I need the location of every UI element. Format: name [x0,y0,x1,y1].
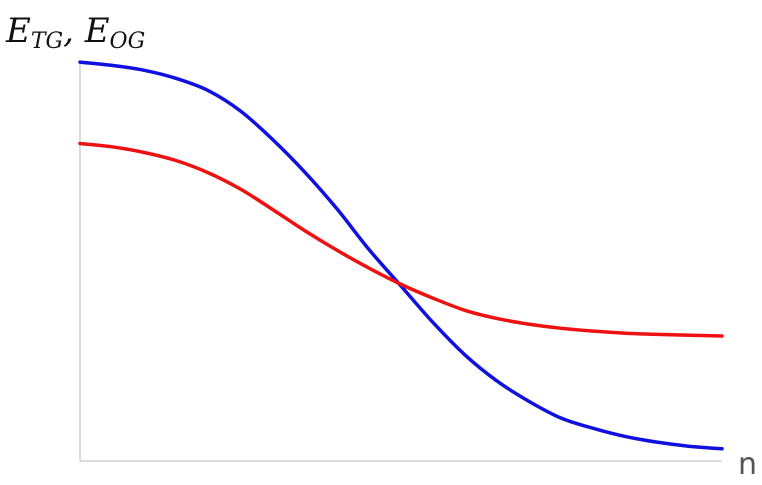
y-label-sub1: TG [31,29,63,54]
y-label-separator: , [63,11,85,51]
x-axis-label: n [738,447,757,482]
series-layer [78,60,724,451]
y-label-sub2: OG [110,29,146,54]
y-label-e2: E [84,11,110,51]
y-axis-label: ETG, EOG [5,11,145,54]
series-line-1 [78,60,724,451]
y-label-e1: E [5,11,31,51]
series-line-2 [78,141,724,338]
